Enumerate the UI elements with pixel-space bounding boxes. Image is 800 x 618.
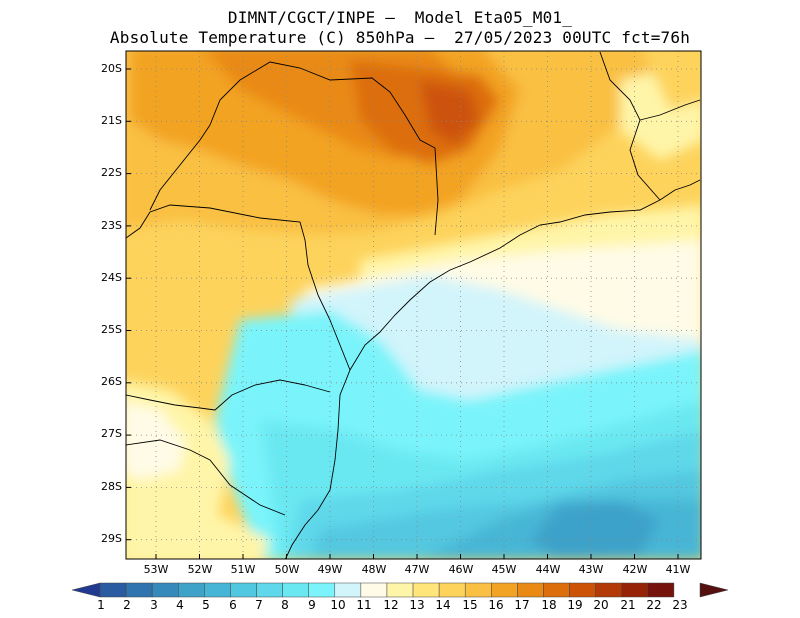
colorbar-label: 1: [97, 598, 105, 612]
colorbar-label: 13: [409, 598, 425, 612]
lat-label: 28S: [101, 480, 122, 493]
colorbar-label: 8: [281, 598, 289, 612]
colorbar-label: 4: [176, 598, 184, 612]
lat-label: 21S: [101, 114, 122, 127]
lon-label: 43W: [578, 563, 604, 576]
lat-label: 29S: [101, 532, 122, 545]
coastline-and-borders: [126, 51, 701, 559]
lat-label: 26S: [101, 375, 122, 388]
colorbar-label: 9: [308, 598, 316, 612]
colorbar-label: 6: [229, 598, 237, 612]
colorbar-label: 17: [514, 598, 530, 612]
lat-label: 24S: [101, 271, 122, 284]
lon-label: 53W: [143, 563, 169, 576]
lon-label: 48W: [361, 563, 387, 576]
colorbar-label: 15: [462, 598, 478, 612]
lon-label: 45W: [491, 563, 517, 576]
temperature-field: [126, 51, 701, 559]
graticule: [126, 51, 701, 559]
colorbar-label: 19: [567, 598, 583, 612]
lon-label: 50W: [274, 563, 300, 576]
lon-label: 41W: [665, 563, 691, 576]
lat-label: 22S: [101, 166, 122, 179]
lon-label: 52W: [187, 563, 213, 576]
colorbar-label: 20: [593, 598, 609, 612]
colorbar-label: 7: [255, 598, 263, 612]
colorbar-label: 2: [123, 598, 131, 612]
lon-label: 49W: [317, 563, 343, 576]
colorbar-label: 12: [383, 598, 399, 612]
title-line-1: DIMNT/CGCT/INPE – Model Eta05_M01_: [227, 8, 573, 27]
colorbar-label: 18: [541, 598, 557, 612]
colorbar-label: 23: [672, 598, 688, 612]
lat-label: 20S: [101, 62, 122, 75]
title-line-2: Absolute Temperature (C) 850hPa – 27/05/…: [109, 28, 691, 47]
colorbar-label: 22: [646, 598, 662, 612]
colorbar-label: 16: [488, 598, 504, 612]
lon-label: 42W: [622, 563, 648, 576]
lat-label: 27S: [101, 427, 122, 440]
lon-label: 46W: [448, 563, 474, 576]
colorbar-label: 14: [435, 598, 451, 612]
lon-label: 47W: [404, 563, 430, 576]
colorbar-label: 10: [330, 598, 346, 612]
lat-label: 23S: [101, 219, 122, 232]
colorbar-label: 3: [150, 598, 158, 612]
lon-label: 51W: [230, 563, 256, 576]
colorbar-label: 11: [356, 598, 372, 612]
lon-label: 44W: [535, 563, 561, 576]
lat-label: 25S: [101, 323, 122, 336]
colorbar-label: 21: [620, 598, 636, 612]
colorbar-label: 5: [202, 598, 210, 612]
map-frame: [125, 50, 702, 560]
